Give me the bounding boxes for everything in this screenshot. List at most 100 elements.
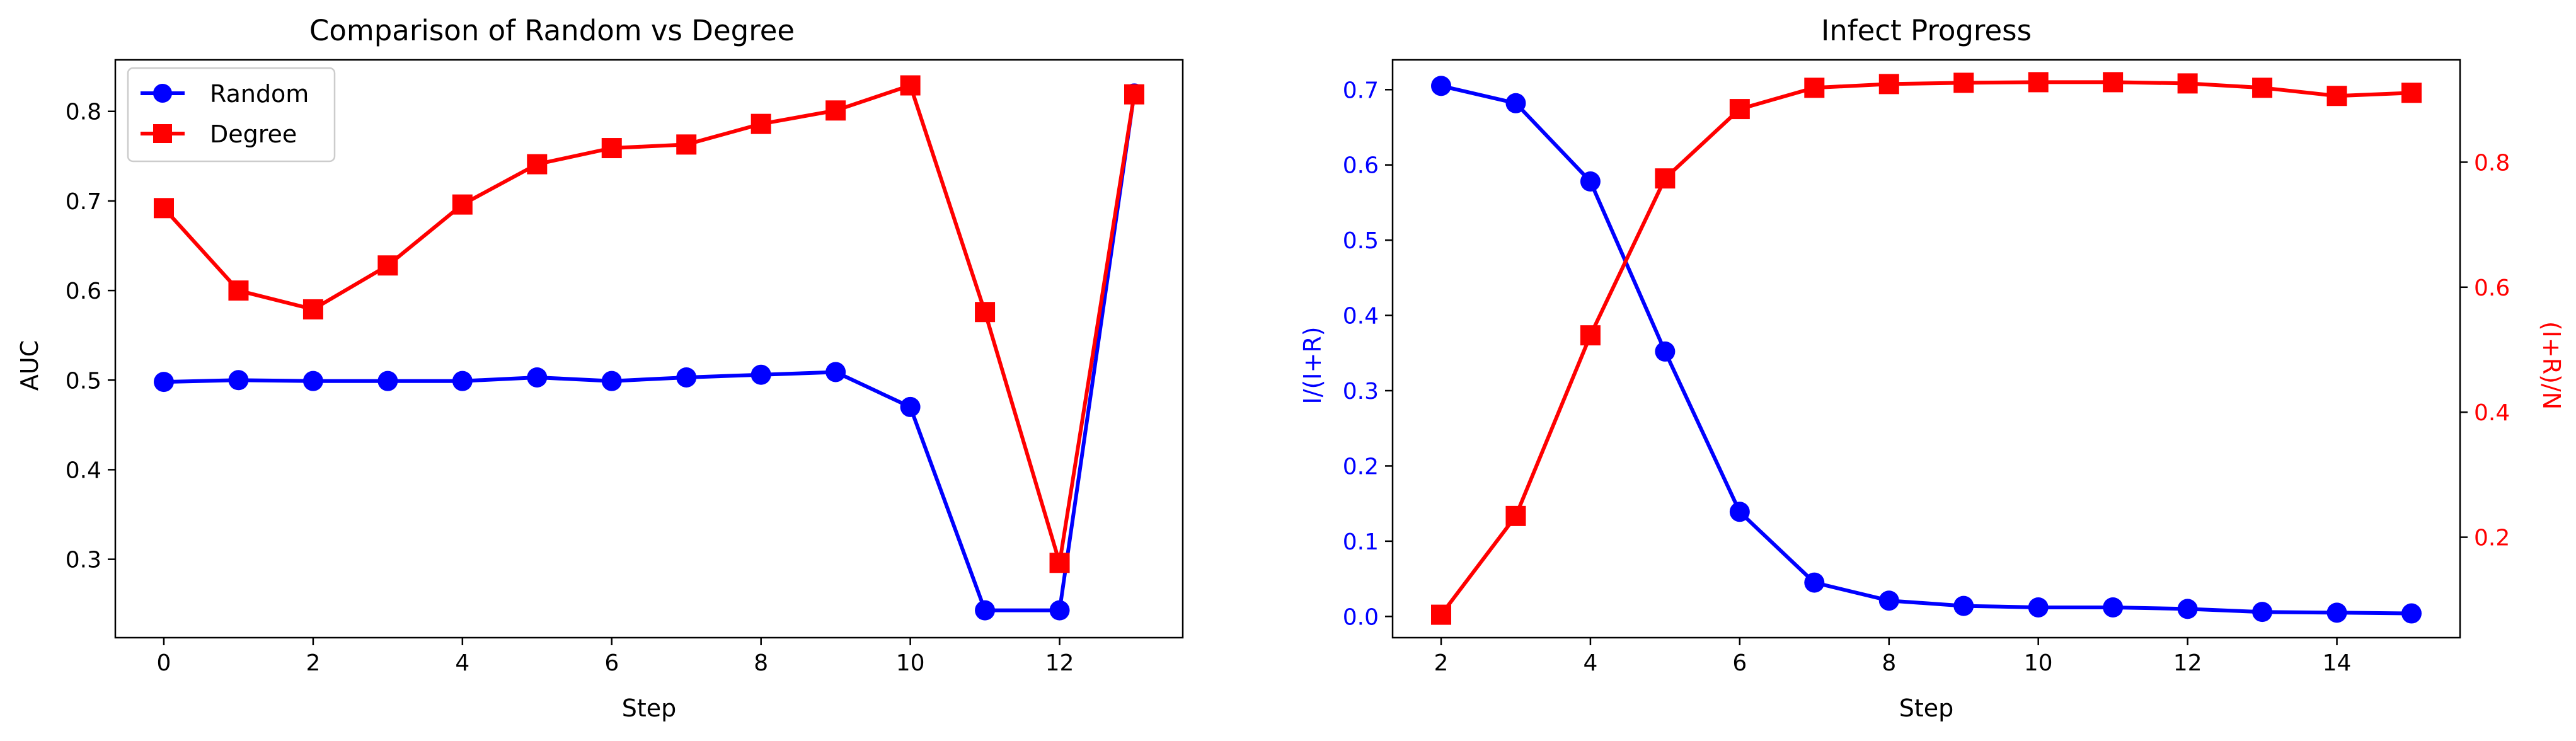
x-tick-label: 8 bbox=[1882, 650, 1896, 676]
chart2-series-0-point bbox=[2252, 602, 2273, 623]
chart2-series-0-line bbox=[1440, 84, 2412, 616]
chart1-plot-frame bbox=[114, 59, 1184, 639]
chart2-series-1-point bbox=[2401, 83, 2422, 103]
chart1-degree-point bbox=[228, 280, 249, 301]
chart-infect-progress: Infect Progress Step I/(I+R) (I+R)/N 2 4 6… bbox=[1299, 14, 2565, 722]
chart2-series-0-point bbox=[2326, 602, 2347, 623]
x-tick-label: 0 bbox=[157, 650, 171, 676]
chart1-random-point bbox=[452, 370, 473, 391]
chart2-series-0-point bbox=[1505, 93, 1526, 113]
y-tick-label: 0.7 bbox=[1343, 78, 1379, 103]
x-tick-label: 6 bbox=[604, 650, 619, 676]
x-tick-label: 4 bbox=[1583, 650, 1597, 676]
x-tick-label: 12 bbox=[1045, 650, 1074, 676]
chart1-ylabel: AUC bbox=[16, 340, 43, 391]
chart2-series-1-point bbox=[2177, 73, 2198, 94]
chart1-degree-point bbox=[676, 134, 697, 155]
chart2-xlabel: Step bbox=[1899, 694, 1954, 722]
y-tick-label: 0.5 bbox=[1343, 228, 1379, 254]
chart1-degree-point bbox=[975, 302, 996, 323]
chart2-series bbox=[1431, 72, 2422, 625]
chart2-series-1-point bbox=[1580, 325, 1601, 346]
chart1-degree-line bbox=[162, 83, 1136, 565]
chart1-degree-point bbox=[1049, 553, 1070, 573]
chart1-random-line bbox=[163, 93, 1136, 612]
y-tick-label: 0.8 bbox=[66, 100, 101, 125]
y-right-tick-label: 0.2 bbox=[2474, 526, 2510, 551]
chart1-degree-point bbox=[601, 138, 622, 159]
chart1-degree-point bbox=[750, 113, 771, 134]
chart1-random-point bbox=[154, 372, 174, 393]
chart2-series-1-point bbox=[2326, 86, 2347, 106]
chart1-ticks: 0 2 4 6 8 10 12 0.3 0.4 0.5 0.6 0.7 0.8 bbox=[66, 100, 1074, 676]
chart2-title: Infect Progress bbox=[1821, 14, 2032, 47]
chart2-series-0-point bbox=[1953, 595, 1974, 616]
y-tick-label: 0.5 bbox=[66, 368, 101, 394]
chart2-series-1-point bbox=[1804, 78, 1825, 98]
chart1-random-point bbox=[975, 600, 996, 621]
x-tick-label: 12 bbox=[2173, 650, 2202, 676]
chart1-random-point bbox=[1049, 600, 1070, 621]
chart2-series-1-point bbox=[1878, 74, 1899, 95]
y-tick-label: 0.4 bbox=[66, 457, 101, 483]
chart1-degree-point bbox=[1124, 84, 1144, 105]
chart1-degree-point bbox=[377, 255, 398, 276]
x-tick-label: 2 bbox=[306, 650, 320, 676]
y-tick-label: 0.6 bbox=[66, 279, 101, 304]
x-tick-label: 4 bbox=[455, 650, 469, 676]
y-tick-label: 0.4 bbox=[1343, 304, 1379, 330]
legend-degree-marker bbox=[153, 124, 172, 143]
chart1-random-point bbox=[377, 370, 398, 391]
chart2-series-1-point bbox=[2103, 72, 2124, 93]
chart2-ticks: 2 4 6 8 10 12 14 0.0 0.1 0.2 0.3 0.4 0.5 0.6 0.7 0.2 0.4… bbox=[1343, 78, 2510, 676]
chart2-series-0-point bbox=[2103, 597, 2124, 618]
chart1-legend: Random Degree bbox=[127, 67, 336, 163]
y-right-tick-label: 0.8 bbox=[2474, 150, 2510, 176]
x-tick-label: 10 bbox=[896, 650, 925, 676]
chart1-degree-point bbox=[302, 299, 323, 319]
x-tick-label: 2 bbox=[1434, 650, 1449, 676]
chart2-series-0-point bbox=[2028, 597, 2049, 618]
chart1-random-point bbox=[601, 370, 622, 391]
x-tick-label: 6 bbox=[1732, 650, 1747, 676]
chart2-series-1-point bbox=[1953, 72, 1974, 93]
chart1-random-point bbox=[527, 367, 548, 388]
chart2-series-1-point bbox=[1431, 604, 1451, 625]
chart1-series bbox=[154, 75, 1144, 621]
y-tick-label: 0.0 bbox=[1343, 604, 1379, 630]
legend-degree-label: Degree bbox=[210, 120, 297, 148]
y-right-tick-label: 0.4 bbox=[2474, 400, 2510, 426]
chart2-series-1-line bbox=[1439, 80, 2412, 616]
chart1-random-point bbox=[228, 370, 249, 391]
y-tick-label: 0.1 bbox=[1343, 529, 1379, 555]
y-tick-label: 0.3 bbox=[66, 548, 101, 573]
chart2-series-1-point bbox=[1729, 99, 1750, 120]
chart1-random-point bbox=[750, 364, 771, 385]
chart1-title: Comparison of Random vs Degree bbox=[309, 14, 795, 47]
chart1-degree-point bbox=[900, 75, 921, 96]
chart1-degree-point bbox=[154, 198, 174, 219]
chart1-xlabel: Step bbox=[622, 694, 677, 722]
chart1-random-point bbox=[825, 362, 846, 382]
legend-random-marker bbox=[153, 84, 172, 103]
chart2-series-0-point bbox=[1431, 76, 1451, 96]
chart1-random-point bbox=[302, 370, 323, 391]
chart2-series-0-point bbox=[1804, 572, 1825, 593]
chart1-degree-point bbox=[452, 194, 473, 215]
chart2-ylabel-right: (I+R)/N bbox=[2538, 321, 2565, 410]
chart2-series-0-point bbox=[1580, 171, 1601, 192]
chart2-series-0-point bbox=[1655, 341, 1676, 362]
chart2-series-0-point bbox=[2177, 599, 2198, 619]
y-tick-label: 0.2 bbox=[1343, 454, 1379, 480]
chart2-series-0-point bbox=[2401, 603, 2422, 624]
legend-random-label: Random bbox=[210, 80, 309, 108]
y-tick-label: 0.3 bbox=[1343, 379, 1379, 405]
chart1-random-point bbox=[900, 396, 921, 417]
chart2-ylabel-left: I/(I+R) bbox=[1299, 326, 1326, 404]
chart1-degree-point bbox=[527, 154, 548, 175]
chart2-series-0-point bbox=[1729, 502, 1750, 522]
chart1-random-point bbox=[676, 367, 697, 388]
chart2-series-0-point bbox=[1878, 590, 1899, 611]
y-tick-label: 0.6 bbox=[1343, 153, 1379, 179]
